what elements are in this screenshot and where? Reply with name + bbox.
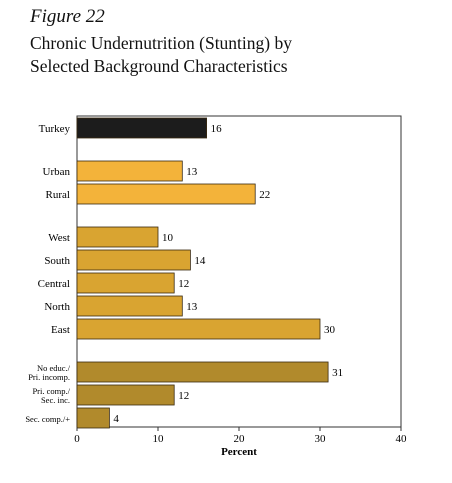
category-label-turkey: Turkey xyxy=(39,123,71,135)
bar-urban xyxy=(76,160,183,182)
x-tick-label-40: 40 xyxy=(396,433,408,445)
bar-turkey xyxy=(76,117,208,139)
value-labels-group: 16 13 22 10 14 12 13 30 31 12 4 xyxy=(113,123,343,425)
value-label-pri-comp-sec-inc: 12 xyxy=(178,390,189,402)
value-label-sec-comp: 4 xyxy=(113,413,119,425)
value-label-west: 10 xyxy=(162,232,174,244)
category-label-south: South xyxy=(44,255,70,267)
category-label-sec-comp: Sec. comp./+ xyxy=(25,414,70,424)
value-label-east: 30 xyxy=(324,324,336,336)
value-label-rural: 22 xyxy=(259,189,270,201)
value-label-turkey: 16 xyxy=(211,123,223,135)
figure-label: Figure 22 xyxy=(30,6,105,27)
bars-group xyxy=(76,117,329,429)
value-label-central: 12 xyxy=(178,278,189,290)
x-tick-label-10: 10 xyxy=(153,433,165,445)
bar-rural xyxy=(76,183,256,205)
bar-pri-comp-sec-inc xyxy=(76,384,175,406)
category-label-east: East xyxy=(51,324,70,336)
chart-title: Chronic Undernutrition (Stunting) by Sel… xyxy=(30,32,440,78)
chart-title-line-1: Chronic Undernutrition (Stunting) by xyxy=(30,33,292,53)
category-labels-group: Turkey Urban Rural West South Central North Eas… xyxy=(25,123,70,424)
x-tick-label-0: 0 xyxy=(74,433,80,445)
category-label-north: North xyxy=(44,301,70,313)
bar-south xyxy=(76,249,191,271)
value-label-urban: 13 xyxy=(186,166,198,178)
category-label-central: Central xyxy=(38,278,70,290)
category-label-no-educ-pri-incomp: No educ./Pri. incomp. xyxy=(28,363,70,382)
category-label-rural: Rural xyxy=(46,189,70,201)
category-label-pri-comp-sec-inc: Pri. comp./Sec. inc. xyxy=(32,386,70,405)
category-label-west: West xyxy=(48,232,70,244)
x-tick-label-30: 30 xyxy=(315,433,327,445)
category-label-urban: Urban xyxy=(43,166,71,178)
value-label-south: 14 xyxy=(194,255,206,267)
bar-sec-comp xyxy=(76,407,110,429)
bar-west xyxy=(76,226,159,248)
bar-central xyxy=(76,272,175,294)
chart-title-line-2: Selected Background Characteristics xyxy=(30,56,288,76)
value-label-no-educ-pri-incomp: 31 xyxy=(332,367,343,379)
bar-east xyxy=(76,318,321,340)
x-axis-title: Percent xyxy=(221,446,257,458)
value-label-north: 13 xyxy=(186,301,198,313)
x-axis-ticks-group: 0 10 20 30 40 xyxy=(74,427,407,445)
x-tick-label-20: 20 xyxy=(234,433,246,445)
bar-north xyxy=(76,295,183,317)
bar-no-educ-pri-incomp xyxy=(76,361,329,383)
